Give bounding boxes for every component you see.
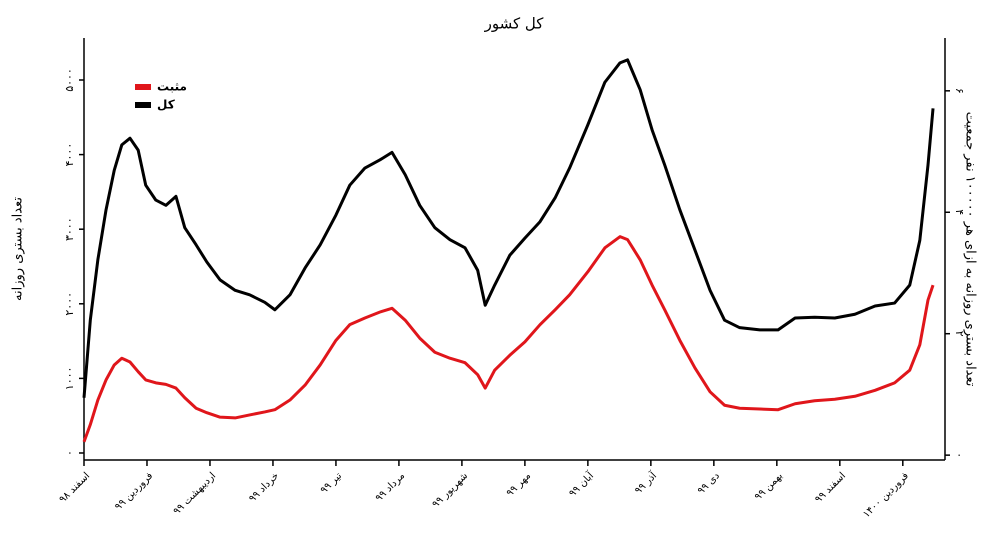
y-tick-label: ۴۰۰۰ [63, 143, 76, 167]
x-tick-label: آذر ۹۹ [632, 468, 660, 496]
legend-swatch [135, 102, 151, 108]
line-series [82, 58, 935, 398]
line-series [82, 235, 935, 443]
y2-tick-label: ۶ [953, 88, 966, 94]
x-tick-label: اردیبهشت ۹۹ [171, 470, 218, 517]
chart-title: کل کشور [484, 15, 545, 33]
x-tick-label: دی ۹۹ [696, 470, 722, 496]
x-tick-label: اسفند ۹۸ [57, 470, 92, 505]
x-tick-label: مهر ۹۹ [505, 470, 534, 499]
y-tick-label: ۰ [63, 450, 76, 456]
y-tick-label: ۱۰۰۰ [63, 367, 76, 391]
x-tick-label: آبان ۹۹ [566, 468, 597, 499]
x-tick-label: مرداد ۹۹ [374, 470, 408, 504]
legend-swatch [135, 84, 151, 90]
y2-tick-label: ۰ [953, 452, 966, 458]
x-tick-label: فروردین ۱۴۰۰ [861, 470, 911, 520]
y-tick-label: ۵۰۰۰ [63, 68, 76, 92]
x-tick-label: خرداد ۹۹ [247, 470, 281, 504]
y2-tick-label: ۲ [953, 331, 966, 337]
y-tick-label: ۳۰۰۰ [63, 217, 76, 241]
x-tick-label: بهمن ۹۹ [753, 470, 785, 502]
x-tick-label: تیر ۹۹ [319, 470, 345, 496]
legend-label: مثبت [157, 80, 187, 94]
y2-axis-label: تعداد بستری روزانه به ازای هر ۱۰۰۰۰۰ نفر… [963, 112, 978, 387]
y2-tick-label: ۴ [953, 209, 966, 215]
legend-label: کل [157, 98, 175, 112]
y-axis-label: تعداد بستری روزانه [11, 197, 26, 301]
x-tick-label: شهریور ۹۹ [430, 470, 470, 510]
x-tick-label: فروردین ۹۹ [113, 470, 155, 512]
y-tick-label: ۲۰۰۰ [63, 292, 76, 316]
x-tick-label: اسفند ۹۹ [813, 470, 848, 505]
